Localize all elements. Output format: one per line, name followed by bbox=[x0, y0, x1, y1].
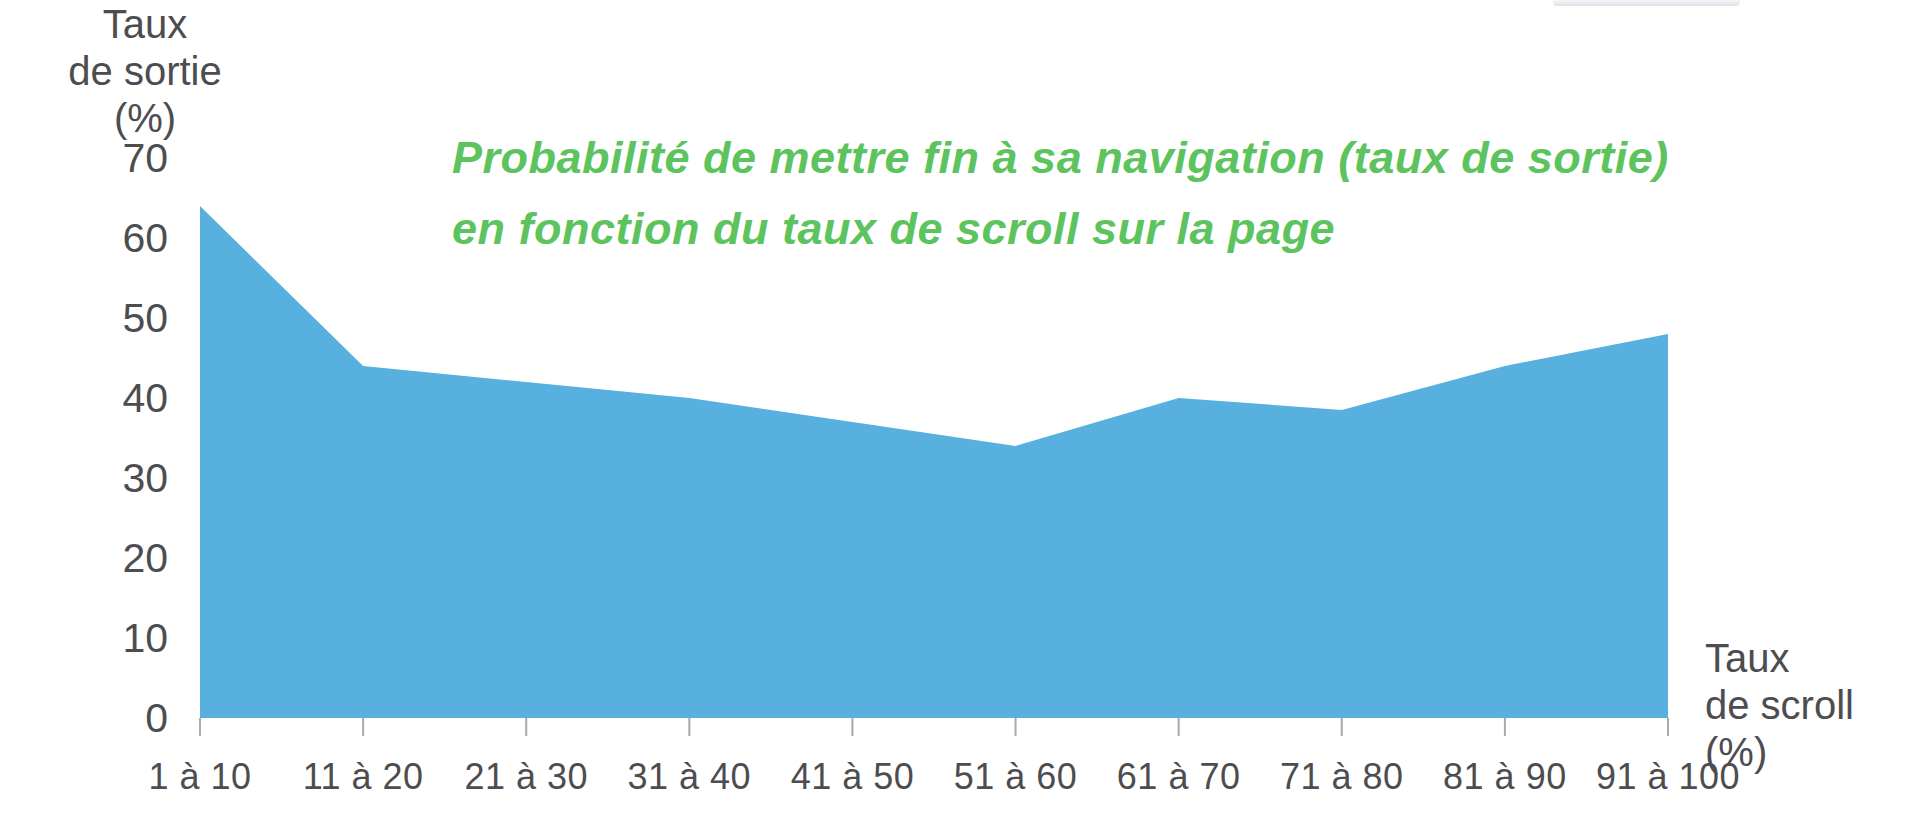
x-axis-title-line1: Taux bbox=[1705, 635, 1920, 682]
x-tick-label: 1 à 10 bbox=[110, 757, 290, 797]
y-tick-label: 10 bbox=[0, 615, 168, 661]
x-tick-label: 41 à 50 bbox=[762, 757, 942, 797]
y-tick-label: 60 bbox=[0, 215, 168, 261]
x-tick-label: 31 à 40 bbox=[599, 757, 779, 797]
x-axis-title: Taux de scroll (%) bbox=[1705, 635, 1920, 776]
x-tick-label: 81 à 90 bbox=[1415, 757, 1595, 797]
x-tick-label: 11 à 20 bbox=[273, 757, 453, 797]
x-tick-label: 61 à 70 bbox=[1089, 757, 1269, 797]
y-tick-label: 50 bbox=[0, 295, 168, 341]
x-tick-label: 21 à 30 bbox=[436, 757, 616, 797]
x-tick-label: 51 à 60 bbox=[926, 757, 1106, 797]
y-tick-label: 30 bbox=[0, 455, 168, 501]
y-tick-label: 20 bbox=[0, 535, 168, 581]
exit-rate-area-shape bbox=[200, 206, 1668, 718]
y-tick-label: 40 bbox=[0, 375, 168, 421]
x-tick-label: 71 à 80 bbox=[1252, 757, 1432, 797]
chart-canvas: Taux de sortie (%) Probabilité de mettre… bbox=[0, 0, 1920, 822]
y-tick-label: 0 bbox=[0, 695, 168, 741]
y-tick-label: 70 bbox=[0, 135, 168, 181]
area-chart bbox=[0, 0, 1920, 822]
x-axis-title-line2: de scroll (%) bbox=[1705, 682, 1920, 776]
